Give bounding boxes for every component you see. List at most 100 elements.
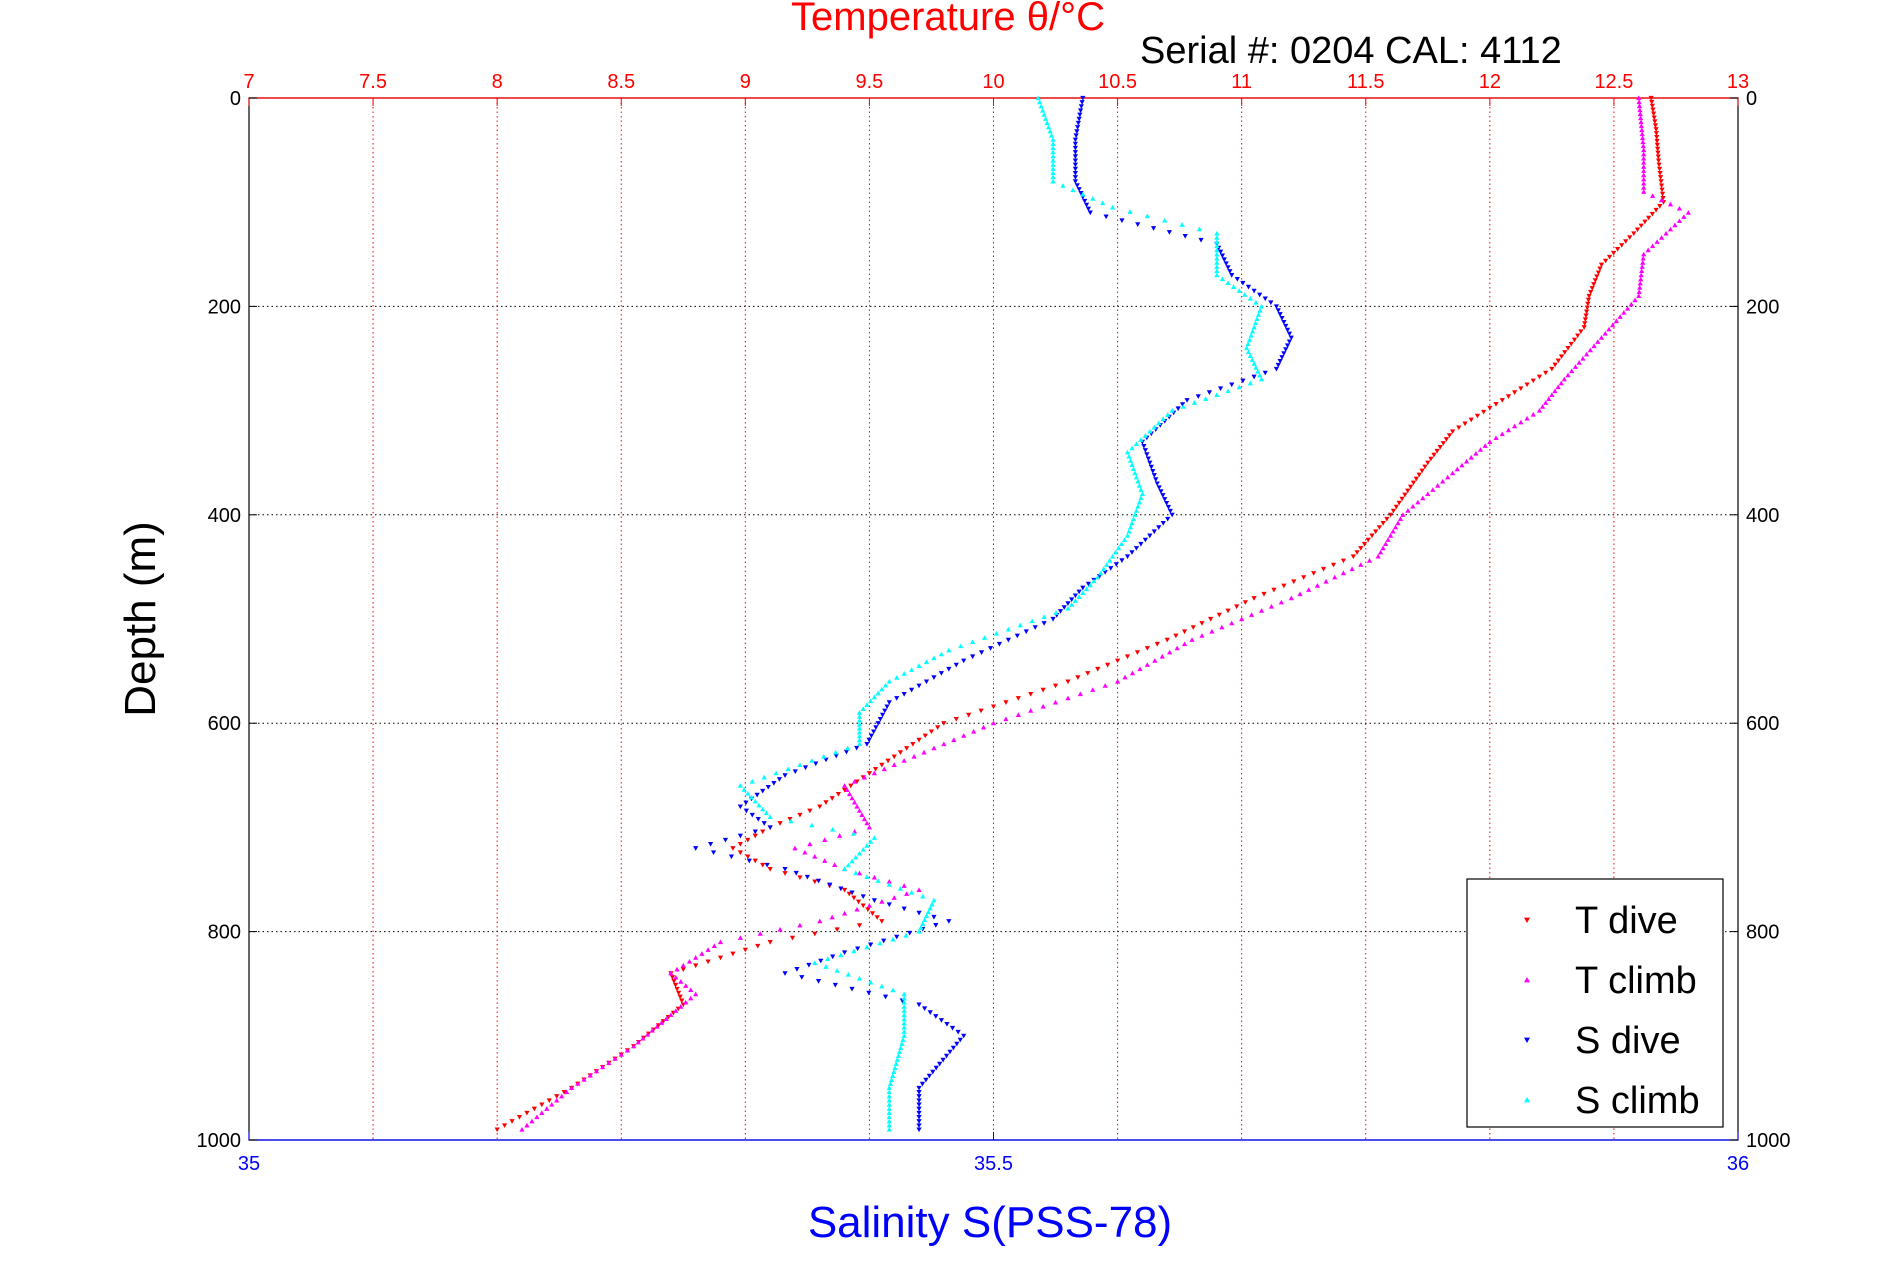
data-point bbox=[1180, 402, 1186, 407]
data-point bbox=[1481, 409, 1487, 415]
data-point bbox=[825, 956, 831, 962]
data-point bbox=[1454, 466, 1460, 472]
data-point bbox=[1257, 307, 1263, 313]
data-point bbox=[1135, 503, 1141, 509]
data-point bbox=[933, 1065, 939, 1071]
data-point bbox=[1050, 174, 1056, 180]
data-point bbox=[749, 778, 755, 784]
top-tick-label: 8 bbox=[492, 71, 503, 93]
data-point bbox=[1585, 297, 1592, 303]
data-point bbox=[1150, 226, 1157, 231]
data-point bbox=[1258, 303, 1265, 309]
data-point bbox=[871, 770, 877, 776]
data-point bbox=[1072, 175, 1078, 180]
data-point bbox=[1584, 351, 1590, 357]
data-point bbox=[1251, 288, 1257, 294]
data-point bbox=[722, 837, 729, 843]
data-point bbox=[886, 878, 892, 884]
data-point bbox=[930, 1069, 936, 1075]
bottom-tick-label: 36 bbox=[1727, 1153, 1749, 1175]
data-point bbox=[1667, 201, 1674, 207]
data-point bbox=[1390, 528, 1396, 534]
data-point bbox=[755, 943, 761, 949]
data-point bbox=[1271, 587, 1277, 593]
data-point bbox=[961, 733, 967, 738]
data-point bbox=[1247, 353, 1253, 358]
data-point bbox=[851, 799, 858, 805]
data-point bbox=[1549, 392, 1555, 398]
data-point bbox=[676, 990, 682, 996]
data-point bbox=[901, 671, 907, 676]
data-point bbox=[1415, 499, 1421, 505]
data-point bbox=[854, 803, 860, 809]
data-point bbox=[1214, 264, 1220, 269]
data-point bbox=[1638, 119, 1644, 125]
data-point bbox=[1148, 464, 1154, 470]
bottom-tick-label: 35.5 bbox=[974, 1153, 1013, 1175]
data-point bbox=[1505, 427, 1512, 433]
data-point bbox=[886, 1101, 892, 1107]
data-point bbox=[1284, 327, 1291, 333]
right-tick-label: 0 bbox=[1746, 88, 1757, 110]
data-point bbox=[916, 1110, 922, 1116]
data-point bbox=[1654, 239, 1660, 244]
data-point bbox=[1555, 358, 1561, 364]
data-point bbox=[1639, 127, 1645, 133]
data-point bbox=[895, 1053, 902, 1058]
data-point bbox=[1387, 512, 1394, 518]
data-point bbox=[746, 858, 752, 864]
data-point bbox=[1072, 154, 1078, 159]
data-point bbox=[1649, 211, 1655, 217]
top-tick-label: 11 bbox=[1231, 71, 1252, 93]
data-point bbox=[1108, 566, 1114, 571]
data-point bbox=[1375, 553, 1381, 559]
data-point bbox=[673, 1008, 679, 1013]
data-point bbox=[1530, 378, 1536, 384]
data-point bbox=[773, 770, 779, 776]
data-point bbox=[1023, 629, 1029, 635]
left-tick-label: 400 bbox=[208, 505, 241, 527]
data-point bbox=[993, 630, 1000, 636]
data-point bbox=[1129, 670, 1136, 676]
data-point bbox=[1041, 614, 1047, 619]
data-point bbox=[1231, 284, 1237, 289]
data-point bbox=[669, 975, 676, 980]
data-point bbox=[1169, 512, 1175, 518]
data-point bbox=[677, 994, 683, 1000]
data-point bbox=[1587, 347, 1593, 353]
data-point bbox=[1376, 525, 1382, 530]
data-point bbox=[838, 952, 844, 958]
data-point bbox=[1203, 396, 1209, 401]
data-point bbox=[587, 1072, 593, 1078]
data-point bbox=[1133, 546, 1140, 551]
data-point bbox=[1549, 366, 1555, 372]
data-point bbox=[856, 741, 863, 747]
data-point bbox=[996, 641, 1003, 647]
data-point bbox=[1091, 578, 1097, 584]
data-point bbox=[1087, 582, 1093, 588]
data-point bbox=[1003, 716, 1009, 722]
data-point bbox=[923, 659, 930, 665]
legend-marker bbox=[1524, 977, 1530, 983]
legend-label: S dive bbox=[1575, 1020, 1681, 1062]
data-point bbox=[829, 914, 835, 920]
data-point bbox=[871, 835, 877, 840]
data-point bbox=[1032, 625, 1038, 630]
data-point bbox=[1198, 237, 1204, 243]
data-point bbox=[1134, 650, 1141, 655]
data-point bbox=[916, 683, 922, 689]
data-point bbox=[1166, 230, 1172, 235]
data-point bbox=[782, 773, 788, 778]
data-point bbox=[844, 787, 850, 792]
data-point bbox=[1487, 405, 1493, 411]
data-point bbox=[710, 850, 717, 856]
data-point bbox=[1658, 183, 1665, 189]
data-point bbox=[1637, 280, 1643, 286]
data-point bbox=[1072, 598, 1078, 603]
data-point bbox=[754, 792, 760, 798]
data-point bbox=[833, 749, 839, 755]
data-point bbox=[693, 955, 699, 960]
y-axis-title: Depth (m) bbox=[116, 521, 165, 717]
data-point bbox=[1651, 115, 1657, 121]
data-point bbox=[1366, 558, 1373, 563]
